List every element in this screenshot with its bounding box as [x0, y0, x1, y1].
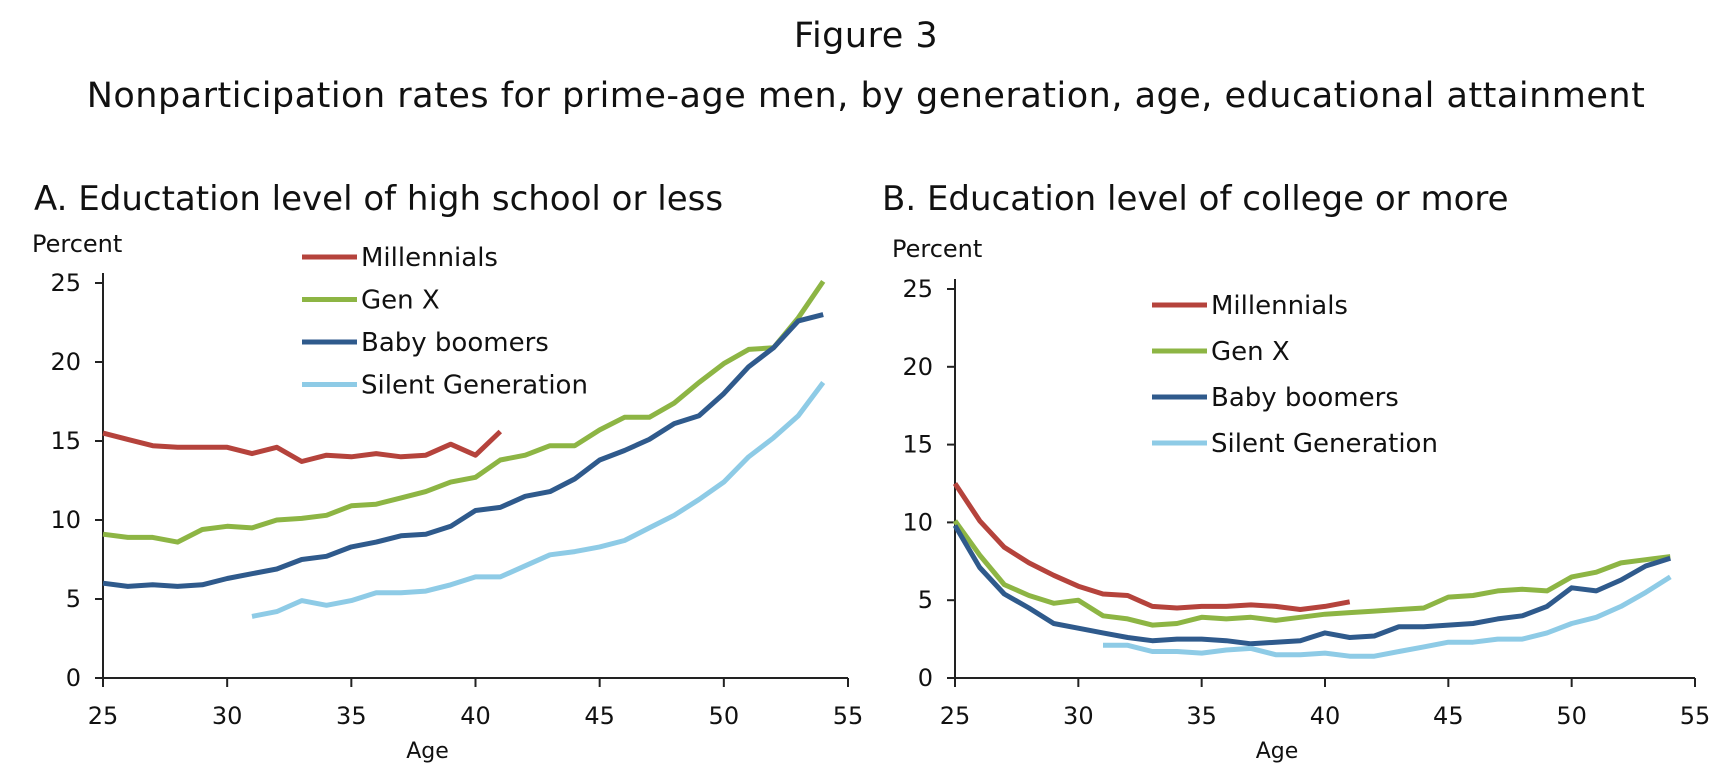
y-tick-label: 5 [66, 585, 81, 613]
x-tick-label: 25 [940, 702, 971, 730]
x-tick-label: 40 [1310, 702, 1341, 730]
x-axis-label: Age [406, 739, 449, 764]
legend-label: Millennials [361, 243, 498, 273]
legend-label: Millennials [1211, 291, 1348, 321]
series-line-baby-boomers [952, 524, 1672, 647]
x-tick-label: 55 [1680, 702, 1711, 730]
panel-title: B. Education level of college or more [882, 179, 1509, 219]
y-axis-unit-label: Percent [892, 235, 982, 263]
legend: Millennials Gen X Baby boomers Silent Gener… [1152, 291, 1438, 459]
legend-label: Gen X [361, 286, 440, 316]
x-tick-label: 40 [460, 702, 491, 730]
y-tick-label: 5 [918, 586, 933, 614]
y-tick-label: 25 [902, 275, 933, 303]
legend-label: Silent Generation [1211, 429, 1438, 459]
x-tick-label: 55 [833, 702, 864, 730]
x-tick-label: 45 [1433, 702, 1464, 730]
series-line-silent-generation [251, 380, 826, 619]
series-line-millennials [952, 482, 1351, 612]
x-tick-label: 25 [88, 702, 119, 730]
legend-label: Baby boomers [361, 328, 549, 358]
series-line-millennials [102, 429, 503, 464]
legend: Millennials Gen X Baby boomers Silent Gener… [302, 243, 588, 401]
y-tick-label: 15 [50, 427, 81, 455]
y-tick-label: 10 [50, 506, 81, 534]
panel-title: A. Eductation level of high school or le… [34, 179, 723, 219]
series-line-gen-x [102, 279, 826, 545]
panel-b-college-or-more: B. Education level of college or more Per… [882, 179, 1710, 764]
x-axis-label: Age [1256, 739, 1299, 764]
x-tick-label: 35 [336, 702, 367, 730]
y-tick-label: 10 [902, 508, 933, 536]
x-tick-label: 50 [1556, 702, 1587, 730]
series-line-gen-x [952, 519, 1671, 628]
figure-title: Nonparticipation rates for prime-age men… [86, 76, 1646, 116]
legend-label: Gen X [1211, 337, 1290, 367]
y-tick-label: 0 [66, 664, 81, 692]
x-tick-label: 45 [584, 702, 615, 730]
legend-label: Silent Generation [361, 371, 588, 401]
y-tick-label: 0 [918, 664, 933, 692]
x-tick-label: 30 [212, 702, 243, 730]
y-axis-unit-label: Percent [32, 230, 122, 258]
figure-number: Figure 3 [793, 16, 939, 56]
x-tick-label: 35 [1186, 702, 1217, 730]
x-tick-label: 30 [1063, 702, 1094, 730]
x-tick-label: 50 [709, 702, 740, 730]
y-tick-label: 20 [50, 348, 81, 376]
panel-a-high-school-or-less: A. Eductation level of high school or le… [32, 179, 863, 764]
y-tick-label: 20 [902, 353, 933, 381]
series-line-baby-boomers [102, 312, 824, 589]
y-tick-label: 15 [902, 431, 933, 459]
legend-label: Baby boomers [1211, 383, 1399, 413]
series-line-silent-generation [1103, 574, 1672, 659]
y-tick-label: 25 [50, 269, 81, 297]
